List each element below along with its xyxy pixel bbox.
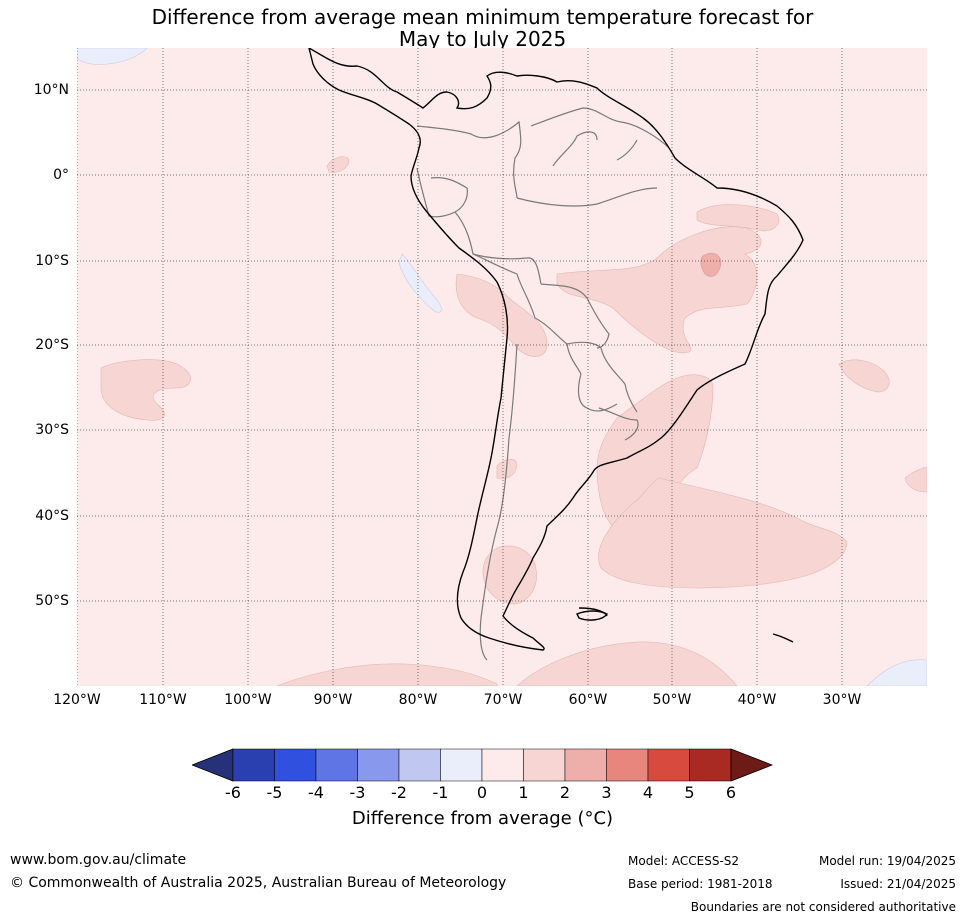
colorbar-cell (481, 748, 524, 782)
country-border (624, 383, 638, 413)
lon-label: 110°W (139, 692, 187, 708)
lat-label: 10°N (33, 82, 69, 98)
colorbar-tick-label: -6 (225, 783, 241, 802)
lon-label: 90°W (313, 692, 353, 708)
colorbar-tick-label: -5 (266, 783, 283, 802)
lat-label: 30°S (35, 422, 69, 438)
anomaly-patch-pos (100, 359, 191, 421)
colorbar-tick-label: -4 (308, 783, 324, 802)
colorbar-cell (689, 748, 732, 782)
anomaly-patch-pos (326, 156, 350, 173)
anomaly-patch-neg (77, 48, 148, 65)
colorbar-tick-label: -1 (432, 783, 449, 802)
coastline-south-georgia (772, 633, 794, 643)
country-border (552, 131, 598, 167)
colorbar-cell (315, 748, 358, 782)
colorbar-extend-high (730, 748, 774, 782)
anomaly-patch-pos (696, 204, 779, 232)
lat-label: 50°S (35, 593, 69, 609)
colorbar-extend-low (190, 748, 234, 782)
map-panel (77, 48, 927, 686)
colorbar-tick-label: 0 (476, 783, 488, 802)
footer-model: Model: ACCESS-S2 (628, 854, 740, 868)
country-border (416, 167, 456, 218)
map-svg (77, 48, 927, 686)
lat-label: 0° (53, 167, 69, 183)
country-border (472, 253, 536, 319)
colorbar-tick-label: 5 (684, 783, 695, 802)
colorbar-cell (523, 748, 566, 782)
country-border (479, 527, 498, 661)
country-border (530, 107, 670, 149)
colorbar-tick-label: -2 (391, 783, 407, 802)
footer-issued: Issued: 21/04/2025 (840, 877, 956, 891)
lon-label: 80°W (398, 692, 438, 708)
lon-label: 70°W (483, 692, 523, 708)
lon-label: 120°W (53, 692, 101, 708)
country-border (416, 120, 522, 199)
footer-disclaimer: Boundaries are not considered authoritat… (690, 900, 956, 914)
colorbar-tick-label: 2 (559, 783, 571, 802)
colorbar-cell (398, 748, 441, 782)
colorbar-cell (564, 748, 607, 782)
anomaly-patch-pos (516, 641, 738, 686)
colorbar-svg (190, 748, 774, 782)
country-border (598, 407, 639, 441)
anomaly-patch-pos (904, 467, 927, 493)
lon-label: 40°W (737, 692, 777, 708)
lat-label: 40°S (35, 508, 69, 524)
colorbar-cell (647, 748, 690, 782)
colorbar-cell (232, 748, 275, 782)
anomaly-patch-pos-high (700, 252, 722, 277)
anomaly-patch-pos (838, 359, 890, 393)
colorbar-cell (440, 748, 483, 782)
country-border (566, 341, 626, 385)
anomaly-patch-neg (398, 253, 442, 313)
country-border (496, 343, 518, 529)
chart-title-line1: Difference from average mean minimum tem… (151, 5, 814, 29)
footer-base-period: Base period: 1981-2018 (628, 877, 773, 891)
colorbar-tick-label: 6 (725, 783, 737, 802)
lat-label: 10°S (35, 253, 69, 269)
lon-label: 50°W (652, 692, 692, 708)
colorbar-cell (357, 748, 400, 782)
anomaly-patch-pos (455, 273, 548, 357)
lat-label: 20°S (35, 337, 69, 353)
colorbar-tick-label: -3 (349, 783, 366, 802)
footer-copyright: © Commonwealth of Australia 2025, Austra… (10, 875, 507, 891)
colorbar (190, 747, 774, 787)
colorbar-label: Difference from average (°C) (351, 808, 614, 829)
footer-url: www.bom.gov.au/climate (10, 852, 187, 868)
lon-label: 60°W (568, 692, 608, 708)
anomaly-patch-pos (598, 477, 848, 589)
country-border (430, 177, 468, 213)
anomaly-patch-pos (276, 663, 498, 686)
country-border (616, 139, 638, 161)
country-border (540, 283, 610, 349)
country-border (454, 211, 542, 285)
chart-title-line2: May to July 2025 (398, 27, 567, 51)
footer-model-run: Model run: 19/04/2025 (818, 854, 956, 868)
country-border (577, 373, 618, 412)
anomaly-patch-pos (482, 545, 537, 605)
colorbar-tick-label: 4 (642, 783, 654, 802)
coastline-falklands (576, 610, 609, 621)
colorbar-cell (606, 748, 649, 782)
country-border (516, 187, 658, 207)
colorbar-tick-label: 3 (601, 783, 612, 802)
lon-label: 100°W (224, 692, 272, 708)
colorbar-tick-label: 1 (518, 783, 529, 802)
anomaly-patch-neg (866, 659, 927, 686)
colorbar-cell (274, 748, 317, 782)
lon-label: 30°W (822, 692, 862, 708)
